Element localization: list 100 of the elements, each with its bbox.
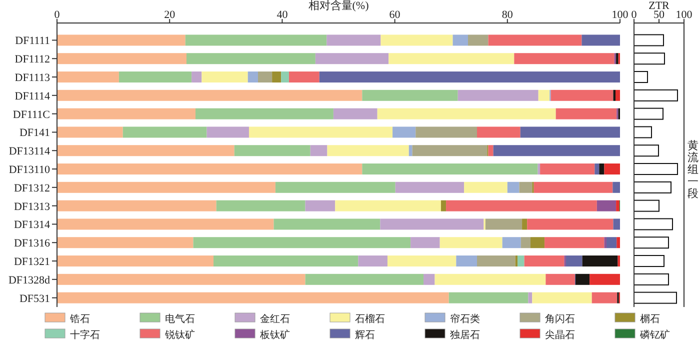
bar <box>634 144 659 157</box>
bar <box>327 145 409 156</box>
bar <box>122 126 207 138</box>
y-tick-label: DF1112 <box>14 54 50 66</box>
bar <box>634 163 678 175</box>
bar <box>206 126 249 138</box>
bar <box>305 200 336 212</box>
bar <box>416 126 477 138</box>
bar <box>634 273 669 286</box>
bar <box>57 34 186 46</box>
bar <box>387 256 456 266</box>
legend-label: 板钛矿 <box>259 329 290 341</box>
bar <box>488 145 494 156</box>
bar <box>590 274 620 285</box>
bar <box>532 292 592 304</box>
bar <box>272 72 282 82</box>
text: 黄流组一段 <box>688 139 698 200</box>
bar <box>377 108 556 120</box>
bar <box>274 218 380 230</box>
bar <box>468 34 488 46</box>
bar <box>192 72 202 82</box>
x-axis-title: 相对含量(%) <box>308 0 370 12</box>
bar <box>522 218 528 230</box>
legend-label: 角闪石 <box>545 313 575 325</box>
y-tick-label: DF1313 <box>14 200 50 213</box>
bar <box>424 274 435 285</box>
legend-label: 电气石 <box>165 313 195 325</box>
y-tick-label: DF531 <box>19 292 50 305</box>
bar <box>57 108 196 120</box>
bar <box>440 200 446 212</box>
bar <box>57 292 449 304</box>
x-tick-label: 80 <box>502 9 514 21</box>
legend-label: 独居石 <box>450 329 480 341</box>
bar <box>520 237 530 248</box>
bar <box>634 200 660 212</box>
legend-label: 尖晶石 <box>545 329 575 341</box>
bar <box>315 53 389 64</box>
bar <box>319 72 620 82</box>
bar <box>248 72 258 82</box>
bar <box>196 108 334 120</box>
legend-label: 锐钛矿 <box>164 329 195 341</box>
bar <box>456 256 477 266</box>
bar <box>118 72 192 82</box>
x-tick-label: 50 <box>654 9 665 21</box>
bar <box>216 200 306 212</box>
x-tick-label: 100 <box>676 9 693 21</box>
x-tick-label: 20 <box>164 9 176 21</box>
bar <box>634 181 672 194</box>
bar <box>202 72 248 82</box>
y-tick-label: DF1314 <box>14 219 50 232</box>
bar <box>530 237 545 248</box>
bar <box>634 108 664 120</box>
bar <box>388 53 514 64</box>
bar <box>57 145 234 156</box>
y-tick-label: DF1114 <box>14 90 50 102</box>
bar <box>448 292 528 304</box>
bar <box>527 218 614 230</box>
bar <box>380 34 453 46</box>
bar <box>57 182 276 193</box>
bar <box>613 218 620 230</box>
bar <box>534 182 613 193</box>
bar <box>524 256 564 266</box>
bar <box>616 237 620 248</box>
bar <box>634 34 664 46</box>
bar <box>538 90 550 101</box>
bar <box>477 126 520 138</box>
bar <box>335 200 441 212</box>
bar <box>434 274 546 285</box>
bar <box>612 182 620 193</box>
bar <box>275 182 396 193</box>
bar <box>634 255 664 267</box>
y-tick-label: DF1113 <box>14 72 50 84</box>
bar <box>234 145 310 156</box>
bar <box>502 237 521 248</box>
bar <box>488 34 582 46</box>
bar <box>446 200 597 212</box>
bar <box>556 108 617 120</box>
x-axis-title: ZTR <box>648 0 670 12</box>
bar <box>582 34 620 46</box>
bar <box>193 237 411 248</box>
bar <box>634 126 652 138</box>
bar <box>634 71 648 83</box>
bar <box>57 126 123 138</box>
bar <box>288 72 320 82</box>
bar <box>362 90 458 101</box>
bar <box>362 164 538 174</box>
legend-label: 十字石 <box>70 329 100 341</box>
bar <box>57 164 362 174</box>
x-tick-label: 40 <box>276 9 288 21</box>
bar <box>310 145 328 156</box>
bar <box>485 218 522 230</box>
bar <box>326 34 381 46</box>
bar <box>546 274 575 285</box>
legend-label: 石榴石 <box>355 313 385 325</box>
bar <box>596 200 616 212</box>
legend-label: 磷钇矿 <box>639 329 670 341</box>
bar <box>281 72 289 82</box>
bar <box>395 182 464 193</box>
y-tick-label: DF1321 <box>14 256 50 268</box>
legend-label: 榍石 <box>640 313 660 325</box>
